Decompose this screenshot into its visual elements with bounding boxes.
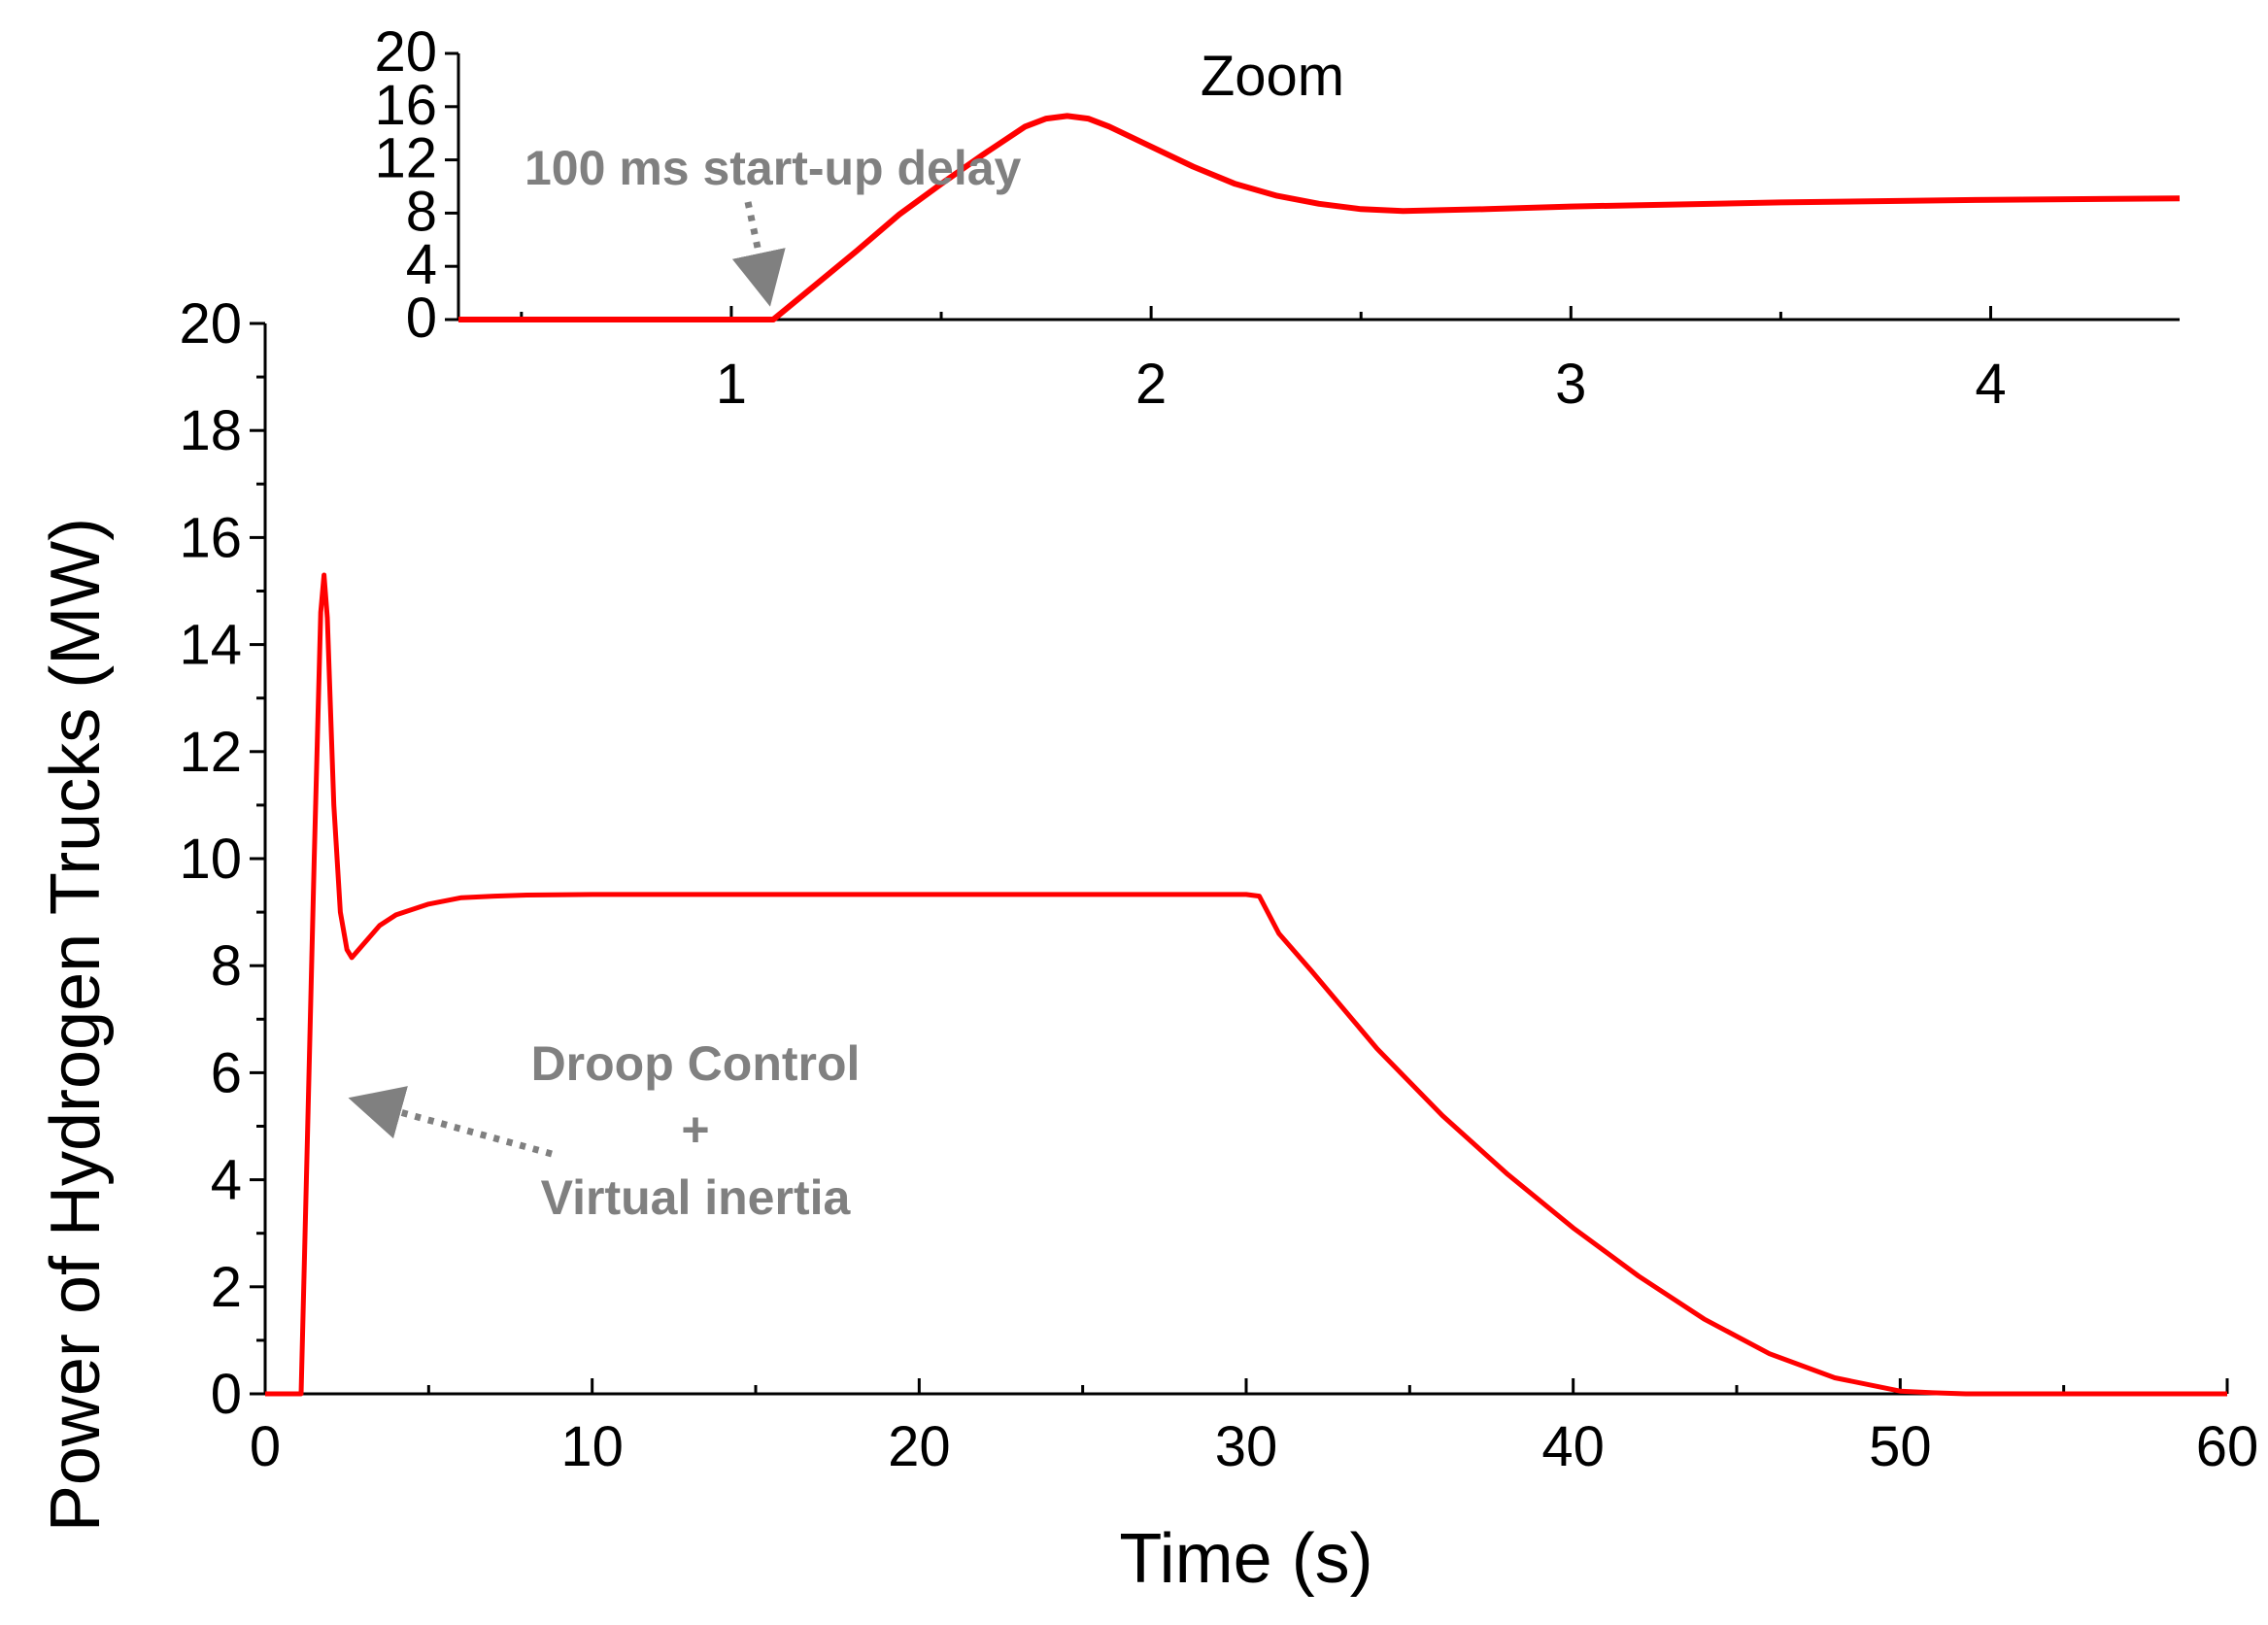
main-x-tick-label: 50 bbox=[1869, 1415, 1932, 1478]
droop-annotation-arrow bbox=[348, 1086, 553, 1158]
main-x-tick-label: 0 bbox=[250, 1415, 281, 1478]
droop-annotation-line-2: + bbox=[681, 1102, 709, 1157]
main-x-tick-label: 40 bbox=[1541, 1415, 1605, 1478]
inset-y-tick-label: 4 bbox=[406, 233, 437, 296]
inset-x-tick-label: 4 bbox=[1975, 353, 2006, 416]
main-y-tick-label: 12 bbox=[179, 721, 242, 784]
inset-y-tick-label: 8 bbox=[406, 180, 437, 243]
main-y-tick-label: 16 bbox=[179, 506, 242, 569]
droop-annotation-line-3: Virtual inertia bbox=[541, 1170, 852, 1225]
droop-annotation: Droop Control + Virtual inertia bbox=[348, 1036, 861, 1225]
inset-y-tick-label: 20 bbox=[374, 20, 437, 84]
main-y-tick-label: 14 bbox=[179, 614, 242, 677]
delay-annotation-arrow bbox=[731, 201, 786, 307]
inset-x-tick-label: 3 bbox=[1555, 353, 1586, 416]
main-y-tick-label: 2 bbox=[211, 1256, 242, 1319]
zoom-title: Zoom bbox=[1201, 45, 1344, 108]
main-series-line bbox=[265, 572, 2227, 1397]
main-axes bbox=[263, 323, 2227, 1396]
main-y-tick-label: 10 bbox=[179, 828, 242, 891]
main-y-tick-label: 6 bbox=[211, 1041, 242, 1104]
main-y-tick-label: 0 bbox=[211, 1363, 242, 1426]
main-y-tick-label: 8 bbox=[211, 934, 242, 998]
main-y-tick-label: 4 bbox=[211, 1149, 242, 1212]
inset-x-tick-label: 1 bbox=[716, 353, 747, 416]
main-y-tick-label: 18 bbox=[179, 399, 242, 462]
delay-annotation-text: 100 ms start-up delay bbox=[525, 141, 1022, 195]
main-x-tick-label: 30 bbox=[1215, 1415, 1278, 1478]
x-axis-title: Time (s) bbox=[1119, 1520, 1372, 1598]
inset-x-ticks: 1 2 3 4 bbox=[520, 306, 2007, 416]
main-x-tick-label: 60 bbox=[2196, 1415, 2259, 1478]
droop-annotation-line-1: Droop Control bbox=[531, 1036, 861, 1091]
main-x-ticks: 0 10 20 30 40 50 60 bbox=[250, 1378, 2258, 1478]
inset-x-tick-label: 2 bbox=[1135, 353, 1167, 416]
inset-y-tick-label: 0 bbox=[406, 287, 437, 350]
delay-annotation: 100 ms start-up delay bbox=[525, 141, 1022, 307]
inset-y-tick-label: 16 bbox=[374, 74, 437, 137]
y-axis-title: Power of Hydrogen Trucks (MW) bbox=[37, 518, 115, 1532]
main-x-tick-label: 10 bbox=[560, 1415, 624, 1478]
main-y-tick-label: 20 bbox=[179, 292, 242, 355]
inset-y-tick-label: 12 bbox=[374, 127, 437, 190]
inset-series-line bbox=[458, 113, 2181, 322]
main-y-ticks: 0 2 4 6 8 10 12 14 16 18 20 bbox=[179, 292, 265, 1426]
main-x-tick-label: 20 bbox=[888, 1415, 951, 1478]
